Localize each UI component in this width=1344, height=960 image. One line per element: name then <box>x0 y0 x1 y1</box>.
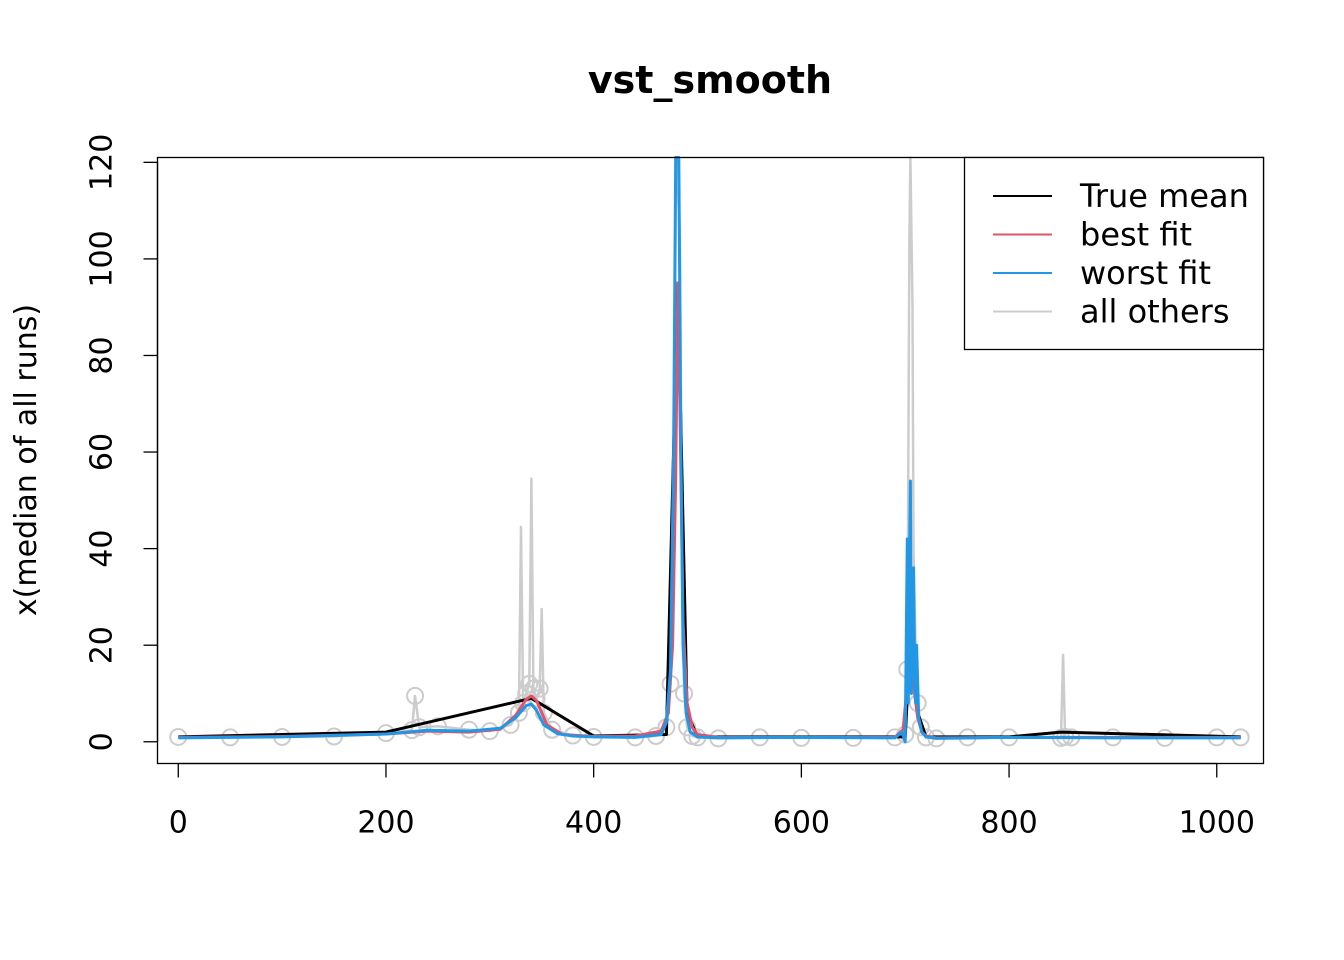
x-tick-label: 1000 <box>1179 806 1255 841</box>
x-tick-label: 800 <box>980 806 1037 841</box>
legend-label-all-others: all others <box>1080 293 1229 331</box>
y-tick-label: 80 <box>85 336 120 374</box>
series-layer <box>169 156 1250 748</box>
series-true-mean <box>178 281 1241 739</box>
series-best-fit <box>178 281 1241 740</box>
series-line-true-mean <box>178 281 1241 739</box>
legend-label-best-fit: best fit <box>1080 216 1192 254</box>
y-tick-label: 20 <box>85 626 120 664</box>
y-tick-label: 60 <box>85 433 120 471</box>
y-tick-label: 120 <box>85 134 120 191</box>
series-line-best-fit <box>178 281 1241 740</box>
x-tick-label: 600 <box>773 806 830 841</box>
series-line-worst-fit <box>178 156 1241 744</box>
legend-label-true-mean: True mean <box>1079 177 1249 215</box>
series-worst-fit <box>178 156 1241 744</box>
y-axis-label: x(median of all runs) <box>9 304 44 616</box>
y-axis: 0 20 40 60 80 100 120 <box>85 134 159 751</box>
x-tick-label: 200 <box>357 806 414 841</box>
y-tick-label: 0 <box>85 732 120 751</box>
legend-box <box>963 156 1265 351</box>
chart-title: vst_smooth <box>588 58 832 102</box>
x-tick-label: 0 <box>169 806 188 841</box>
y-tick-label: 100 <box>85 230 120 287</box>
legend-label-worst-fit: worst fit <box>1080 254 1211 292</box>
x-tick-label: 400 <box>565 806 622 841</box>
x-axis: 0 200 400 600 800 1000 <box>169 762 1255 841</box>
y-tick-label: 40 <box>85 530 120 568</box>
data-point <box>543 720 562 739</box>
